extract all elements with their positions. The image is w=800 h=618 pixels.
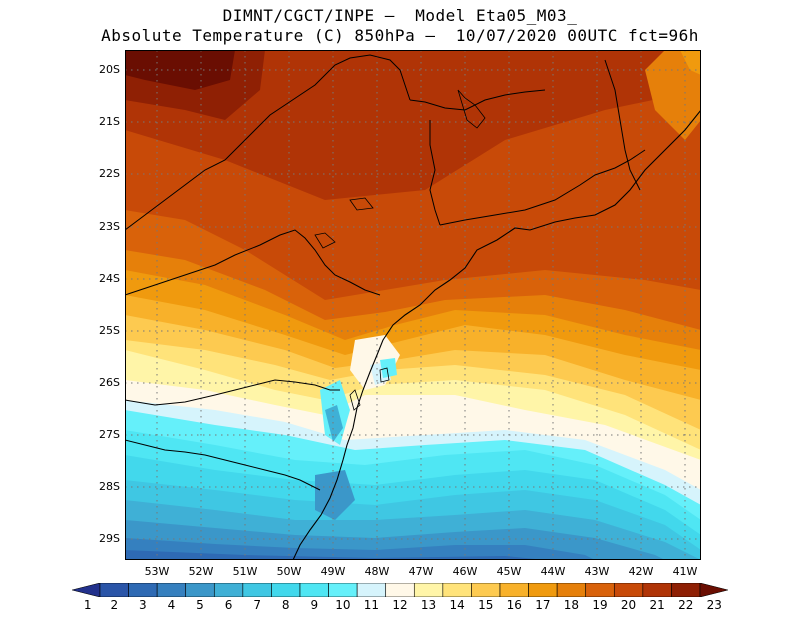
colorbar-cell-22 <box>699 583 728 597</box>
border-rs-sc <box>125 439 321 491</box>
lat-label-20s: 20S <box>99 63 120 76</box>
colorbar-cell-7 <box>271 583 301 597</box>
lon-label-46w: 46W <box>452 565 478 578</box>
lat-label-21s: 21S <box>99 115 120 128</box>
colorbar-cell-19 <box>613 583 644 597</box>
colorbar-cell-3 <box>156 583 187 597</box>
colorbar-cell-8 <box>299 583 329 597</box>
colorbar-label-17: 17 <box>535 598 551 612</box>
colorbar-cell-21 <box>671 583 701 597</box>
colorbar-cell-20 <box>642 583 672 597</box>
border-mg-es <box>604 59 641 191</box>
border-ms-sp <box>125 54 411 231</box>
cold-core-coast <box>325 405 343 442</box>
colorbar-label-21: 21 <box>649 598 665 612</box>
lon-label-50w: 50W <box>276 565 302 578</box>
colorbar-label-12: 12 <box>392 598 408 612</box>
colorbar-cell-14 <box>471 583 501 597</box>
colorbar-cell-12 <box>413 583 444 597</box>
colorbar-cell-1 <box>99 583 129 597</box>
colorbar-cell-11 <box>385 583 415 597</box>
temp-band-4 <box>125 538 595 560</box>
colorbar-label-3: 3 <box>139 598 147 612</box>
lat-label-28s: 28S <box>99 480 120 493</box>
lon-label-49w: 49W <box>320 565 346 578</box>
map-title-line1: DIMNT/CGCT/INPE – Model Eta05_M03_ <box>222 6 578 25</box>
lon-label-48w: 48W <box>364 565 390 578</box>
lon-label-53w: 53W <box>144 565 170 578</box>
lat-label-26s: 26S <box>99 376 120 389</box>
colorbar-label-10: 10 <box>335 598 351 612</box>
colorbar-label-13: 13 <box>420 598 437 612</box>
lon-label-42w: 42W <box>628 565 654 578</box>
colorbar-cell-15 <box>499 583 529 597</box>
colorbar-cell-2 <box>128 583 158 597</box>
temp-band-18-ne <box>645 50 701 140</box>
lat-label-25s: 25S <box>99 324 120 337</box>
colorbar-cell-4 <box>185 583 215 597</box>
colorbar-label-15: 15 <box>478 598 494 612</box>
colorbar <box>72 583 728 597</box>
lon-label-43w: 43W <box>584 565 610 578</box>
lagoon-sc <box>349 389 361 411</box>
temp-band-21 <box>125 50 701 200</box>
lat-label-24s: 24S <box>99 272 120 285</box>
colorbar-label-8: 8 <box>281 598 290 612</box>
colorbar-cell-0 <box>72 583 101 597</box>
colorbar-label-20: 20 <box>620 598 637 612</box>
colorbar-label-22: 22 <box>678 598 694 612</box>
colorbar-label-11: 11 <box>363 598 380 612</box>
lon-label-52w: 52W <box>188 565 214 578</box>
temperature-field <box>125 50 701 560</box>
border-mg-rj <box>439 149 646 226</box>
colorbar-cell-17 <box>556 583 587 597</box>
border-sc-pr <box>125 379 340 406</box>
reservoir-3 <box>349 197 374 211</box>
lat-label-29s: 29S <box>99 532 120 545</box>
lon-label-45w: 45W <box>496 565 522 578</box>
lat-label-22s: 22S <box>99 167 120 180</box>
colorbar-label-2: 2 <box>110 598 119 612</box>
colorbar-cells <box>72 583 728 597</box>
colorbar-label-23: 23 <box>706 598 722 612</box>
colorbar-label-14: 14 <box>449 598 465 612</box>
colorbar-cell-13 <box>442 583 472 597</box>
colorbar-label-16: 16 <box>506 598 522 612</box>
lon-label-51w: 51W <box>232 565 258 578</box>
colorbar-label-19: 19 <box>592 598 608 612</box>
colorbar-label-9: 9 <box>310 598 319 612</box>
graticule <box>125 50 701 560</box>
temp-band-3 <box>125 550 545 560</box>
lat-label-27s: 27S <box>99 428 120 441</box>
state-borders <box>125 54 646 491</box>
colorbar-cell-9 <box>328 583 358 597</box>
temperature-map <box>125 50 701 560</box>
border-pr-sp <box>125 229 381 296</box>
reservoir-2 <box>314 232 336 249</box>
lat-label-23s: 23S <box>99 220 120 233</box>
colorbar-label-4: 4 <box>167 598 176 612</box>
island-sc <box>379 367 390 383</box>
colorbar-cell-6 <box>242 583 272 597</box>
map-frame <box>125 50 701 560</box>
colorbar-label-7: 7 <box>253 598 261 612</box>
colorbar-cell-10 <box>356 583 387 597</box>
reservoir-1 <box>457 89 486 129</box>
colorbar-label-18: 18 <box>563 598 580 612</box>
lon-label-41w: 41W <box>672 565 698 578</box>
colorbar-label-6: 6 <box>224 598 233 612</box>
colorbar-label-5: 5 <box>196 598 204 612</box>
colorbar-cell-5 <box>213 583 244 597</box>
colorbar-cell-18 <box>585 583 615 597</box>
cool-patch-offshore-2 <box>380 358 397 378</box>
border-sp-mg <box>429 120 441 226</box>
coastline <box>292 109 701 560</box>
colorbar-cell-16 <box>528 583 558 597</box>
lon-label-47w: 47W <box>408 565 434 578</box>
map-title-line2: Absolute Temperature (C) 850hPa – 10/07/… <box>101 26 699 45</box>
lon-label-44w: 44W <box>540 565 566 578</box>
colorbar-label-1: 1 <box>83 598 92 612</box>
